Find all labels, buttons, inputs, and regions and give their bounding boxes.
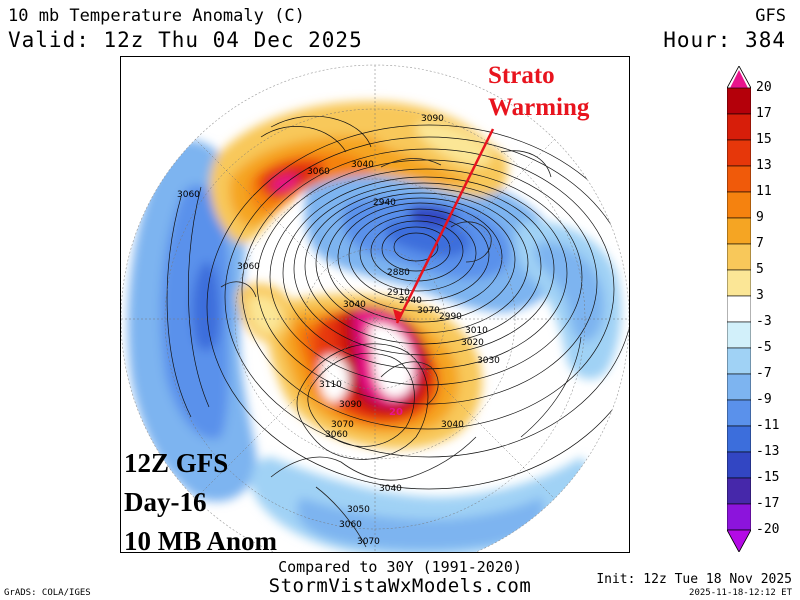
scale-label: 11 (756, 184, 772, 199)
grads-credit: GrADS: COLA/IGES (4, 588, 91, 598)
map-panel: 3090 3060 3040 3060 2940 3060 2880 2910 … (120, 56, 630, 553)
contour-label: 3060 (325, 430, 348, 440)
climatology-note: Compared to 30Y (1991-2020) (278, 558, 522, 576)
contour-label: 3060 (237, 262, 260, 272)
contour-labels: 3090 3060 3040 3060 2940 3060 2880 2910 … (177, 114, 500, 547)
scale-swatch (727, 373, 751, 401)
contour-label: 2910 (387, 288, 410, 298)
graticule (121, 65, 629, 552)
contour-label: 3040 (351, 160, 374, 170)
model-name: GFS (755, 6, 786, 26)
scale-label: 7 (756, 236, 764, 251)
scale-label: -7 (756, 366, 772, 381)
scale-swatch (727, 477, 751, 505)
contour-label: 2990 (439, 312, 462, 322)
contour-label: 3070 (417, 306, 440, 316)
website-credit: StormVistaWxModels.com (268, 575, 532, 597)
valid-time: Valid: 12z Thu 04 Dec 2025 (8, 28, 363, 52)
contour-label: 3040 (441, 420, 464, 430)
contour-label: 3060 (177, 190, 200, 200)
contour-label: 3050 (347, 505, 370, 515)
scale-label: 13 (756, 158, 772, 173)
scale-swatch (727, 503, 751, 531)
scale-label: -13 (756, 444, 780, 459)
contour-label: 3070 (357, 537, 380, 547)
scale-swatch (727, 165, 751, 193)
scale-swatch (727, 217, 751, 245)
scale-swatch (727, 243, 751, 271)
scale-swatch (727, 113, 751, 141)
scale-swatch (727, 139, 751, 167)
annotation-line: 12Z GFS (124, 448, 229, 478)
strato-warming-annotation: Strato Warming (488, 60, 589, 124)
scale-swatch (727, 87, 751, 115)
annotation-line: Day-16 (124, 487, 207, 517)
contour-label: 3060 (339, 520, 362, 530)
annotation-line: Strato (488, 62, 555, 89)
warming-arrowhead (393, 309, 403, 323)
scale-label: 9 (756, 210, 764, 225)
contour-label: 3110 (319, 380, 342, 390)
gfs-annotation: 12Z GFS Day-16 10 MB Anom (124, 444, 277, 561)
scale-swatch (727, 191, 751, 219)
scale-swatch (727, 295, 751, 323)
contour-label: 20 (389, 407, 403, 418)
scale-label: 5 (756, 262, 764, 277)
contour-label: 2940 (373, 198, 396, 208)
hemisphere: 3090 3060 3040 3060 2940 3060 2880 2910 … (121, 65, 629, 552)
scale-swatch (727, 269, 751, 297)
contour-label: 3010 (465, 326, 488, 336)
contour-label: 3070 (331, 420, 354, 430)
scale-label: -9 (756, 392, 772, 407)
scale-cap-top-fill (730, 70, 748, 88)
scale-label: 17 (756, 106, 772, 121)
coastlines (220, 150, 552, 548)
init-time: Init: 12z Tue 18 Nov 2025 (596, 572, 792, 587)
scale-swatch (727, 451, 751, 479)
contour-label: 3040 (343, 300, 366, 310)
scale-label: -20 (756, 522, 780, 537)
scale-label: -5 (756, 340, 772, 355)
height-contours (166, 115, 629, 490)
scale-label: 15 (756, 132, 772, 147)
contour-label: 3020 (461, 338, 484, 348)
contour-label: 2940 (399, 296, 422, 306)
scale-label: 3 (756, 288, 764, 303)
polar-map: 3090 3060 3040 3060 2940 3060 2880 2910 … (121, 64, 629, 552)
generated-stamp: 2025-11-18-12:12 ET (689, 588, 792, 598)
scale-label: -3 (756, 314, 772, 329)
map-title: 10 mb Temperature Anomaly (C) (8, 6, 305, 26)
scale-label: -17 (756, 496, 780, 511)
warming-arrow (395, 128, 495, 324)
scale-swatch (727, 399, 751, 427)
scale-swatch (727, 347, 751, 375)
scale-label: 20 (756, 80, 772, 95)
annotation-line: Warming (488, 94, 590, 121)
forecast-hour: Hour: 384 (663, 28, 786, 52)
contour-label: 3090 (339, 400, 362, 410)
scale-swatch (727, 321, 751, 349)
contour-label: 3030 (477, 356, 500, 366)
annotation-line: 10 MB Anom (124, 526, 278, 556)
scale-swatch (727, 425, 751, 453)
contour-label: 3090 (421, 114, 444, 124)
scale-label: -11 (756, 418, 780, 433)
contour-label: 3060 (307, 167, 330, 177)
scale-label: -15 (756, 470, 780, 485)
color-scale-bar (727, 66, 751, 552)
scale-cap-bottom (727, 529, 751, 552)
contour-label: 2880 (387, 268, 410, 278)
contour-label: 3040 (379, 484, 402, 494)
